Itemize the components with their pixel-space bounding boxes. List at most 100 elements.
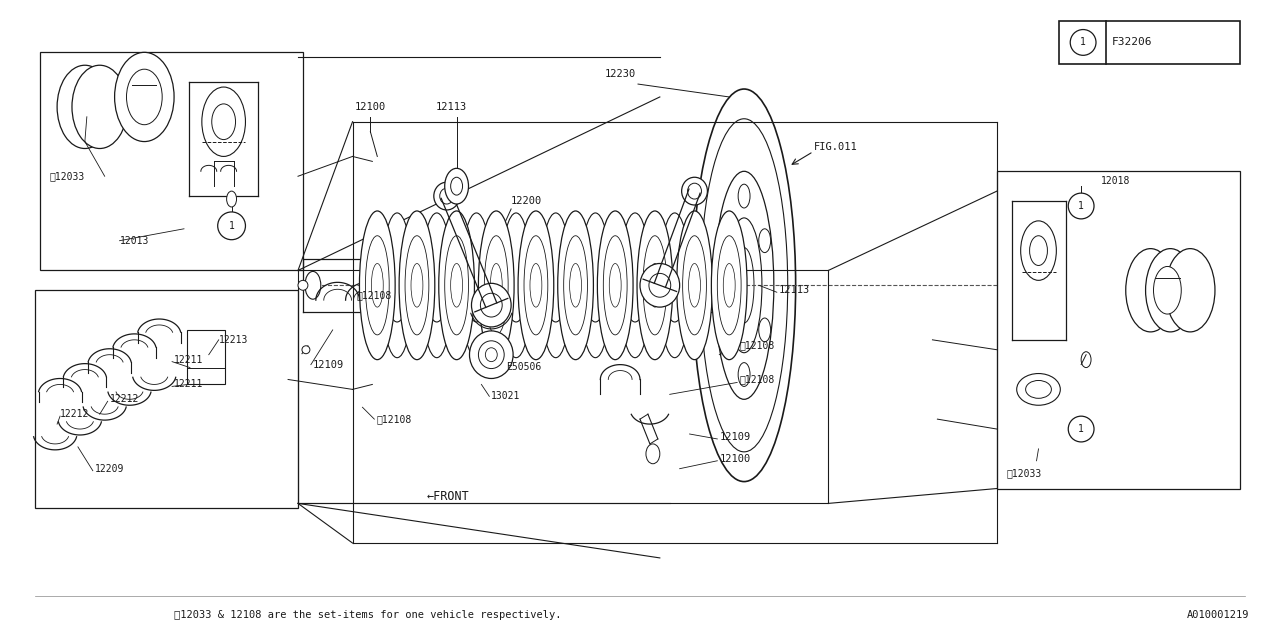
Bar: [1060, 20, 1240, 64]
Text: ※12033 & 12108 are the set-items for one vehicle respectively.: ※12033 & 12108 are the set-items for one…: [174, 611, 562, 620]
Ellipse shape: [692, 89, 796, 481]
Ellipse shape: [462, 213, 490, 322]
Ellipse shape: [502, 248, 530, 358]
Ellipse shape: [621, 213, 649, 322]
Ellipse shape: [759, 318, 771, 342]
Ellipse shape: [682, 236, 707, 335]
Circle shape: [1069, 416, 1094, 442]
Ellipse shape: [609, 264, 621, 307]
Ellipse shape: [471, 284, 511, 327]
Text: ※12108: ※12108: [357, 290, 392, 300]
Ellipse shape: [1153, 266, 1181, 314]
Ellipse shape: [470, 331, 513, 378]
Ellipse shape: [479, 341, 504, 369]
Ellipse shape: [689, 264, 700, 307]
Ellipse shape: [485, 348, 497, 362]
Ellipse shape: [444, 236, 468, 335]
Ellipse shape: [383, 213, 411, 322]
Ellipse shape: [479, 211, 515, 360]
Ellipse shape: [490, 264, 502, 307]
Ellipse shape: [637, 211, 673, 360]
Text: 1: 1: [1080, 37, 1085, 47]
Ellipse shape: [700, 119, 787, 452]
Ellipse shape: [714, 172, 774, 399]
Text: 12212: 12212: [110, 394, 140, 404]
Ellipse shape: [541, 213, 570, 322]
Ellipse shape: [399, 211, 435, 360]
Text: 12200: 12200: [511, 196, 543, 206]
Ellipse shape: [570, 264, 581, 307]
Bar: [40, 52, 303, 271]
Ellipse shape: [72, 65, 128, 148]
Ellipse shape: [227, 191, 237, 207]
Ellipse shape: [759, 228, 771, 253]
Ellipse shape: [371, 264, 383, 307]
Text: 12213: 12213: [219, 335, 248, 345]
Ellipse shape: [211, 104, 236, 140]
Ellipse shape: [726, 218, 762, 353]
Ellipse shape: [581, 248, 609, 358]
Ellipse shape: [640, 264, 680, 307]
Ellipse shape: [439, 211, 475, 360]
Circle shape: [1069, 193, 1094, 219]
Ellipse shape: [1029, 236, 1047, 266]
Text: F32206: F32206: [1112, 37, 1152, 47]
Ellipse shape: [365, 236, 389, 335]
Text: 12109: 12109: [719, 432, 750, 442]
Ellipse shape: [739, 363, 750, 387]
Ellipse shape: [739, 184, 750, 208]
Ellipse shape: [127, 69, 163, 125]
Ellipse shape: [383, 248, 411, 358]
Ellipse shape: [305, 271, 321, 299]
Ellipse shape: [462, 248, 490, 358]
Ellipse shape: [1025, 380, 1051, 398]
Ellipse shape: [682, 177, 708, 205]
Circle shape: [1070, 29, 1096, 55]
Ellipse shape: [422, 213, 451, 322]
Text: ※12033: ※12033: [1007, 468, 1042, 479]
Ellipse shape: [1020, 221, 1056, 280]
Ellipse shape: [440, 188, 453, 204]
Ellipse shape: [530, 264, 541, 307]
Text: 12212: 12212: [60, 409, 90, 419]
Text: 13021: 13021: [492, 391, 521, 401]
Ellipse shape: [712, 211, 748, 360]
Text: A010001219: A010001219: [1187, 611, 1249, 620]
Ellipse shape: [735, 248, 754, 323]
Ellipse shape: [660, 248, 689, 358]
Ellipse shape: [518, 211, 554, 360]
Ellipse shape: [411, 264, 422, 307]
Ellipse shape: [202, 87, 246, 156]
Text: ※12108: ※12108: [739, 374, 774, 385]
Ellipse shape: [649, 264, 660, 307]
Ellipse shape: [558, 211, 594, 360]
Text: 12211: 12211: [174, 355, 204, 365]
Text: 1: 1: [1078, 424, 1084, 434]
Ellipse shape: [1125, 248, 1175, 332]
Ellipse shape: [718, 318, 730, 342]
Text: FIG.011: FIG.011: [814, 141, 858, 152]
Text: 1: 1: [229, 221, 234, 231]
Ellipse shape: [603, 236, 627, 335]
Text: 1: 1: [1078, 201, 1084, 211]
Text: 12113: 12113: [436, 102, 467, 112]
Ellipse shape: [484, 236, 508, 335]
Ellipse shape: [621, 248, 649, 358]
Ellipse shape: [434, 182, 460, 210]
Ellipse shape: [541, 248, 570, 358]
Circle shape: [298, 280, 308, 291]
Text: 12100: 12100: [355, 102, 387, 112]
Text: 12109: 12109: [312, 360, 344, 370]
Ellipse shape: [524, 236, 548, 335]
Ellipse shape: [1146, 248, 1196, 332]
Ellipse shape: [646, 444, 659, 464]
Ellipse shape: [677, 211, 713, 360]
Text: E50506: E50506: [506, 362, 541, 372]
Ellipse shape: [1165, 248, 1215, 332]
Text: ※12108: ※12108: [739, 340, 774, 350]
Ellipse shape: [360, 211, 396, 360]
Text: 12211: 12211: [174, 380, 204, 389]
Ellipse shape: [422, 248, 451, 358]
Ellipse shape: [444, 168, 468, 204]
Bar: [997, 172, 1240, 488]
